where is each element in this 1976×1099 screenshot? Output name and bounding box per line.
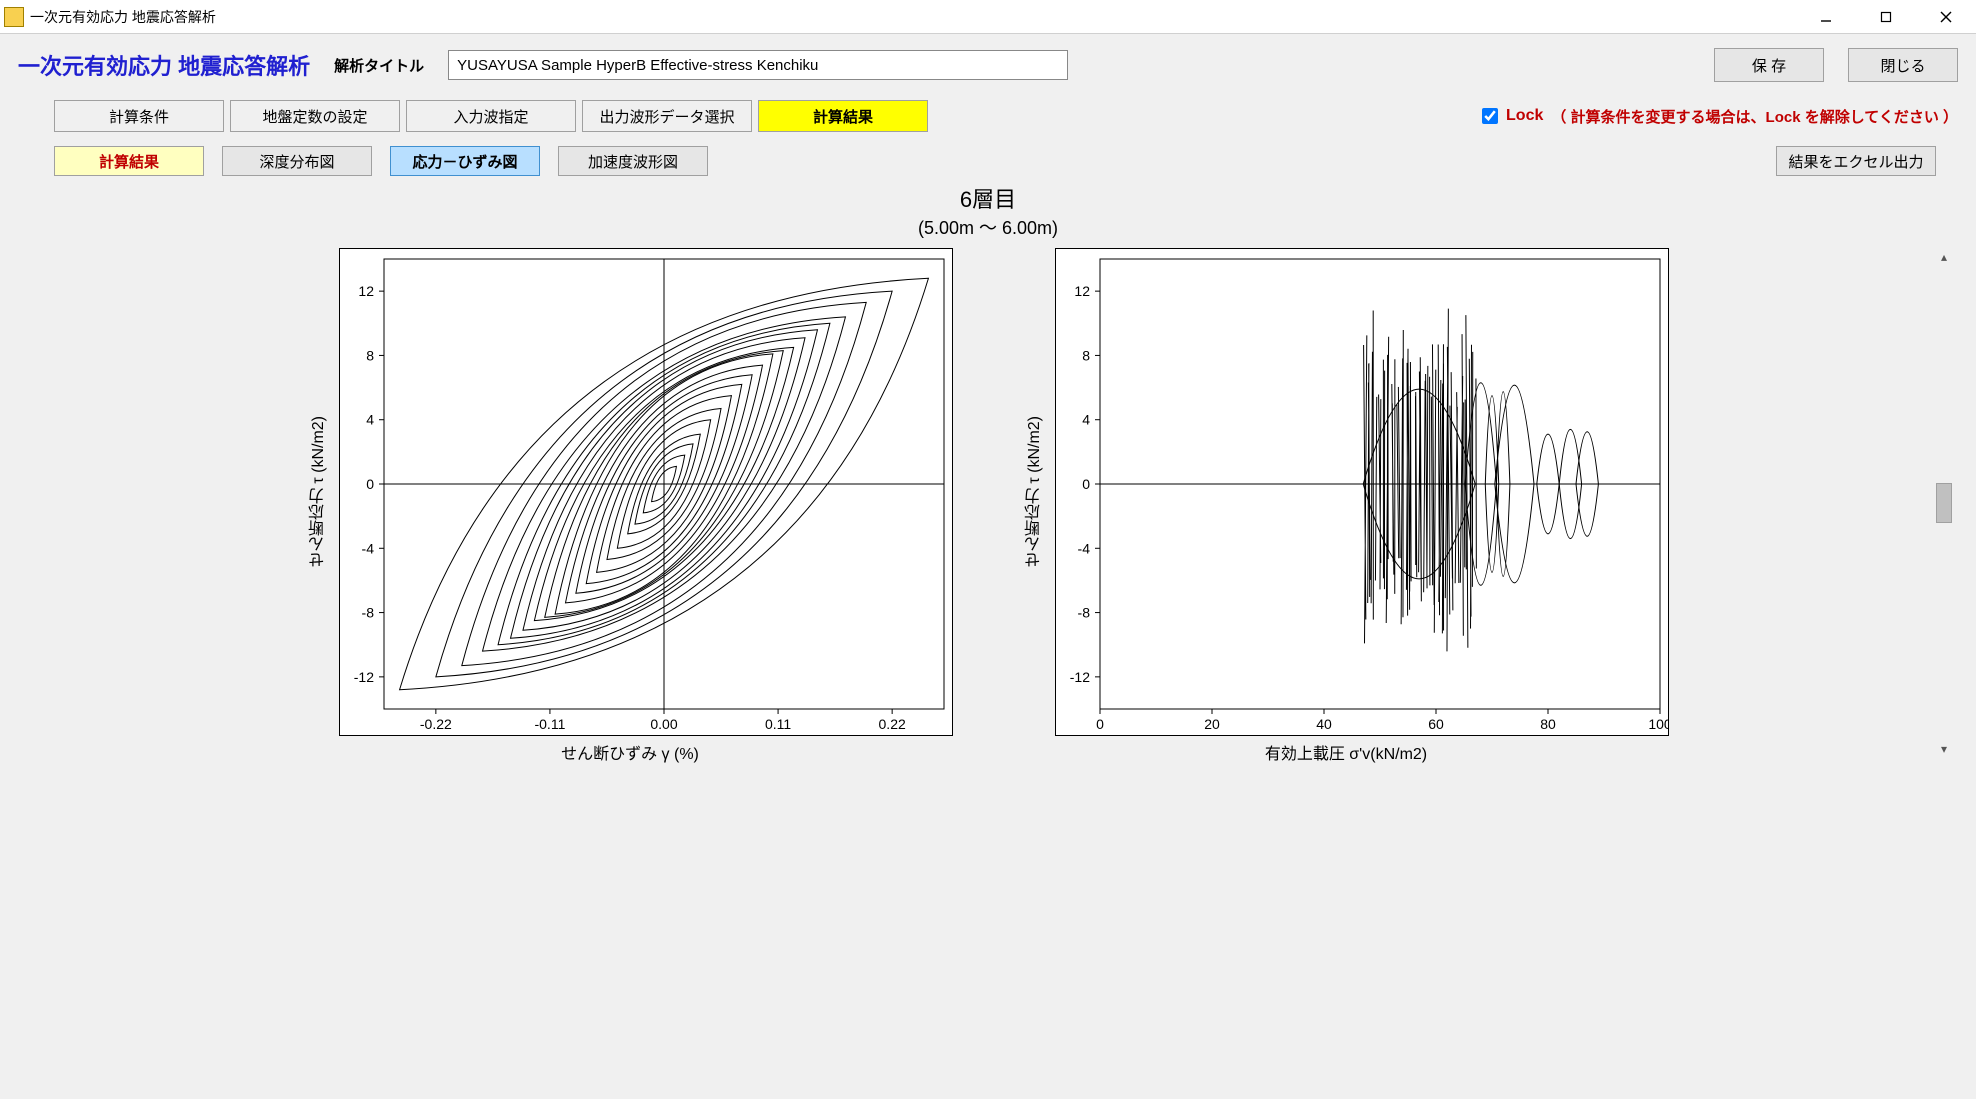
svg-text:80: 80 [1540, 716, 1556, 732]
lock-group: Lock （ 計算条件を変更する場合は、Lock を解除してください ） [1482, 106, 1958, 127]
tab-input-wave[interactable]: 入力波指定 [406, 100, 576, 132]
app-icon [4, 7, 24, 27]
save-button[interactable]: 保 存 [1714, 48, 1824, 82]
tab-results[interactable]: 計算結果 [758, 100, 928, 132]
svg-text:-4: -4 [362, 540, 375, 556]
subtab-depth[interactable]: 深度分布図 [222, 146, 372, 176]
svg-text:-12: -12 [354, 669, 374, 685]
subtab-stress-strain[interactable]: 応力－ひずみ図 [390, 146, 540, 176]
svg-text:0: 0 [1082, 476, 1090, 492]
svg-text:-4: -4 [1078, 540, 1091, 556]
scroll-up-icon[interactable]: ▴ [1935, 248, 1953, 266]
svg-text:0: 0 [1096, 716, 1104, 732]
left-y-label: せん断応力 τ (kN/m2) [307, 416, 331, 568]
svg-text:0.11: 0.11 [765, 716, 791, 732]
tab-row: 計算条件 地盤定数の設定 入力波指定 出力波形データ選択 計算結果 Lock （… [18, 100, 1958, 132]
app-title: 一次元有効応力 地震応答解析 [18, 49, 310, 81]
right-x-label: 有効上載圧 σ'v(kN/m2) [1265, 740, 1427, 764]
svg-text:12: 12 [358, 283, 374, 299]
right-y-label: せん断応力 τ (kN/m2) [1023, 416, 1047, 568]
svg-text:-8: -8 [362, 605, 375, 621]
svg-text:100: 100 [1648, 716, 1669, 732]
left-plot-wrap: せん断応力 τ (kN/m2) -0.22 -0.11 0.00 0.11 0.22 -1… [307, 248, 953, 764]
window-titlebar: 一次元有効応力 地震応答解析 [0, 0, 1976, 34]
svg-text:20: 20 [1204, 716, 1220, 732]
svg-text:60: 60 [1428, 716, 1444, 732]
sub-tab-row: 計算結果 深度分布図 応力－ひずみ図 加速度波形図 結果をエクセル出力 [54, 146, 1958, 176]
svg-text:8: 8 [366, 347, 374, 363]
tab-output-wave-select[interactable]: 出力波形データ選択 [582, 100, 752, 132]
svg-text:0.00: 0.00 [650, 716, 677, 732]
right-plot: 0 20 40 60 80 100 -12 -8 -4 0 4 8 12 [1055, 248, 1669, 736]
svg-text:-12: -12 [1070, 669, 1090, 685]
svg-text:-0.11: -0.11 [534, 716, 565, 732]
chart-area: せん断応力 τ (kN/m2) -0.22 -0.11 0.00 0.11 0.22 -1… [18, 242, 1958, 764]
analysis-title-label: 解析タイトル [334, 55, 424, 76]
svg-text:-0.22: -0.22 [420, 716, 452, 732]
tab-calc-conditions[interactable]: 計算条件 [54, 100, 224, 132]
left-plot: -0.22 -0.11 0.00 0.11 0.22 -12 -8 -4 0 4 8 12 [339, 248, 953, 736]
tab-soil-constants[interactable]: 地盤定数の設定 [230, 100, 400, 132]
export-excel-button[interactable]: 結果をエクセル出力 [1776, 146, 1936, 176]
analysis-title-input[interactable] [448, 50, 1068, 80]
close-button[interactable]: 閉じる [1848, 48, 1958, 82]
svg-text:4: 4 [366, 412, 374, 428]
svg-text:0: 0 [366, 476, 374, 492]
client-area: 一次元有効応力 地震応答解析 解析タイトル 保 存 閉じる 計算条件 地盤定数の… [0, 34, 1976, 1099]
subtab-results[interactable]: 計算結果 [54, 146, 204, 176]
right-plot-wrap: せん断応力 τ (kN/m2) 0 20 40 60 80 100 -12 -8 -4 0 4 8 12… [1023, 248, 1669, 764]
scroll-thumb[interactable] [1936, 483, 1952, 523]
svg-text:12: 12 [1074, 283, 1090, 299]
svg-text:40: 40 [1316, 716, 1332, 732]
svg-text:4: 4 [1082, 412, 1090, 428]
svg-text:-8: -8 [1078, 605, 1091, 621]
lock-checkbox[interactable] [1482, 108, 1498, 124]
chart-title: 6層目 [18, 182, 1958, 214]
header-row: 一次元有効応力 地震応答解析 解析タイトル 保 存 閉じる [18, 48, 1958, 82]
svg-text:8: 8 [1082, 347, 1090, 363]
window-title: 一次元有効応力 地震応答解析 [30, 7, 216, 27]
lock-hint: （ 計算条件を変更する場合は、Lock を解除してください ） [1551, 106, 1958, 127]
svg-text:0.22: 0.22 [879, 716, 906, 732]
left-x-label: せん断ひずみ γ (%) [561, 740, 699, 764]
window-maximize-button[interactable] [1856, 0, 1916, 34]
window-minimize-button[interactable] [1796, 0, 1856, 34]
lock-label: Lock [1506, 107, 1543, 125]
chart-subtitle: (5.00m ～ 6.00m) [18, 214, 1958, 240]
subtab-accel[interactable]: 加速度波形図 [558, 146, 708, 176]
scroll-down-icon[interactable]: ▾ [1935, 740, 1953, 758]
window-close-button[interactable] [1916, 0, 1976, 34]
results-scrollbar[interactable]: ▴ ▾ [1934, 248, 1954, 758]
